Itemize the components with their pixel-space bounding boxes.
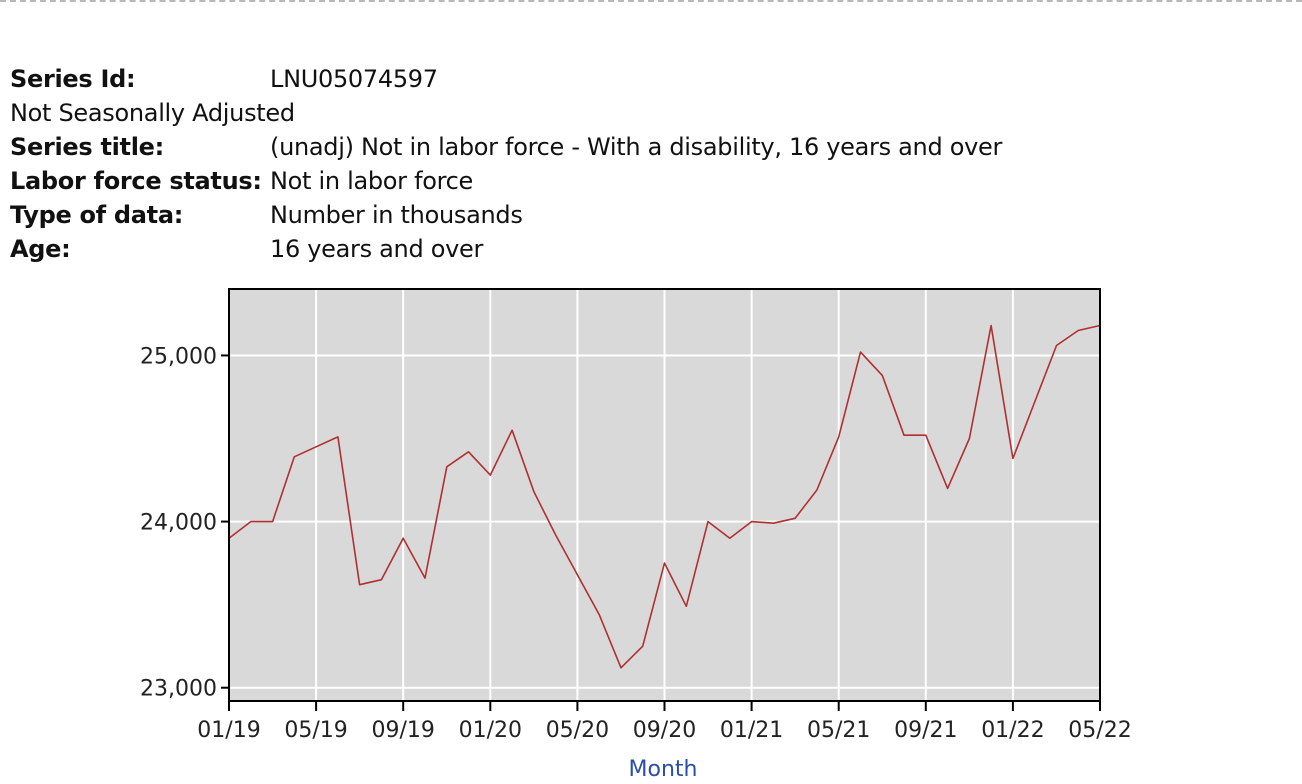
data-point-06-20 (598, 614, 600, 616)
data-point-07-19 (359, 584, 361, 586)
data-point-09-19 (402, 537, 404, 539)
data-point-06-19 (337, 436, 339, 438)
y-tick-label: 24,000 (140, 511, 217, 536)
data-point-12-20 (729, 537, 731, 539)
data-point-03-22 (1055, 344, 1057, 346)
data-point-02-22 (1034, 401, 1036, 403)
data-point-02-19 (250, 521, 252, 523)
data-point-03-20 (533, 491, 535, 493)
series-id-label: Series Id: (10, 65, 136, 93)
x-tick-label: 09/20 (633, 718, 696, 743)
age-row: Age: 16 years and over (10, 232, 483, 266)
data-point-01-20 (489, 474, 491, 476)
data-point-11-20 (707, 521, 709, 523)
data-point-12-21 (990, 325, 992, 327)
series-title-row: Series title: (unadj) Not in labor force… (10, 130, 1002, 164)
data-point-01-22 (1012, 457, 1014, 459)
series-id-row: Series Id: LNU05074597 (10, 62, 438, 96)
age-label: Age: (10, 235, 71, 263)
x-tick-label: 09/21 (894, 718, 957, 743)
data-point-12-19 (468, 451, 470, 453)
data-point-10-19 (424, 577, 426, 579)
data-point-10-20 (685, 605, 687, 607)
x-tick-label: 05/19 (284, 718, 347, 743)
type-of-data-value: Number in thousands (270, 201, 523, 229)
data-point-04-22 (1077, 330, 1079, 332)
seasonal-note: Not Seasonally Adjusted (10, 99, 295, 127)
data-point-03-21 (794, 517, 796, 519)
data-point-06-21 (859, 351, 861, 353)
data-point-08-19 (380, 579, 382, 581)
x-tick-label: 01/20 (459, 718, 522, 743)
series-title-label: Series title: (10, 133, 164, 161)
series-metadata: Series Id: LNU05074597 Not Seasonally Ad… (10, 62, 1002, 266)
type-of-data-label: Type of data: (10, 201, 184, 229)
data-point-09-21 (925, 434, 927, 436)
labor-force-label: Labor force status: (10, 167, 262, 195)
data-point-08-21 (903, 434, 905, 436)
labor-force-value: Not in labor force (270, 167, 474, 195)
data-point-02-21 (772, 522, 774, 524)
x-tick-label: 09/19 (371, 718, 434, 743)
series-id-value: LNU05074597 (270, 65, 438, 93)
x-tick-label: 01/22 (981, 718, 1044, 743)
age-value: 16 years and over (270, 235, 484, 263)
data-point-05-19 (315, 446, 317, 448)
data-point-05-20 (576, 574, 578, 576)
y-tick-label: 25,000 (140, 344, 217, 369)
data-point-08-20 (642, 645, 644, 647)
data-point-11-19 (446, 466, 448, 468)
dashed-separator (0, 0, 1302, 2)
x-axis-title: Month (629, 757, 698, 782)
type-of-data-row: Type of data: Number in thousands (10, 198, 523, 232)
data-point-04-19 (293, 456, 295, 458)
data-point-04-20 (555, 534, 557, 536)
seasonal-note-row: Not Seasonally Adjusted (10, 96, 295, 130)
data-point-09-20 (664, 562, 666, 564)
data-point-10-21 (947, 487, 949, 489)
y-tick-label: 23,000 (140, 677, 217, 702)
data-point-07-21 (881, 374, 883, 376)
data-point-03-19 (272, 521, 274, 523)
x-tick-label: 05/21 (807, 718, 870, 743)
data-point-11-21 (968, 438, 970, 440)
x-tick-label: 01/21 (720, 718, 783, 743)
labor-force-row: Labor force status: Not in labor force (10, 164, 473, 198)
data-point-05-21 (838, 436, 840, 438)
data-point-02-20 (511, 429, 513, 431)
series-title-value: (unadj) Not in labor force - With a disa… (270, 133, 1003, 161)
x-tick-label: 01/19 (197, 718, 260, 743)
x-tick-label: 05/22 (1068, 718, 1131, 743)
data-point-07-20 (620, 667, 622, 669)
data-point-04-21 (816, 489, 818, 491)
x-tick-label: 05/20 (546, 718, 609, 743)
data-point-01-21 (751, 521, 753, 523)
series-line (228, 324, 1101, 669)
